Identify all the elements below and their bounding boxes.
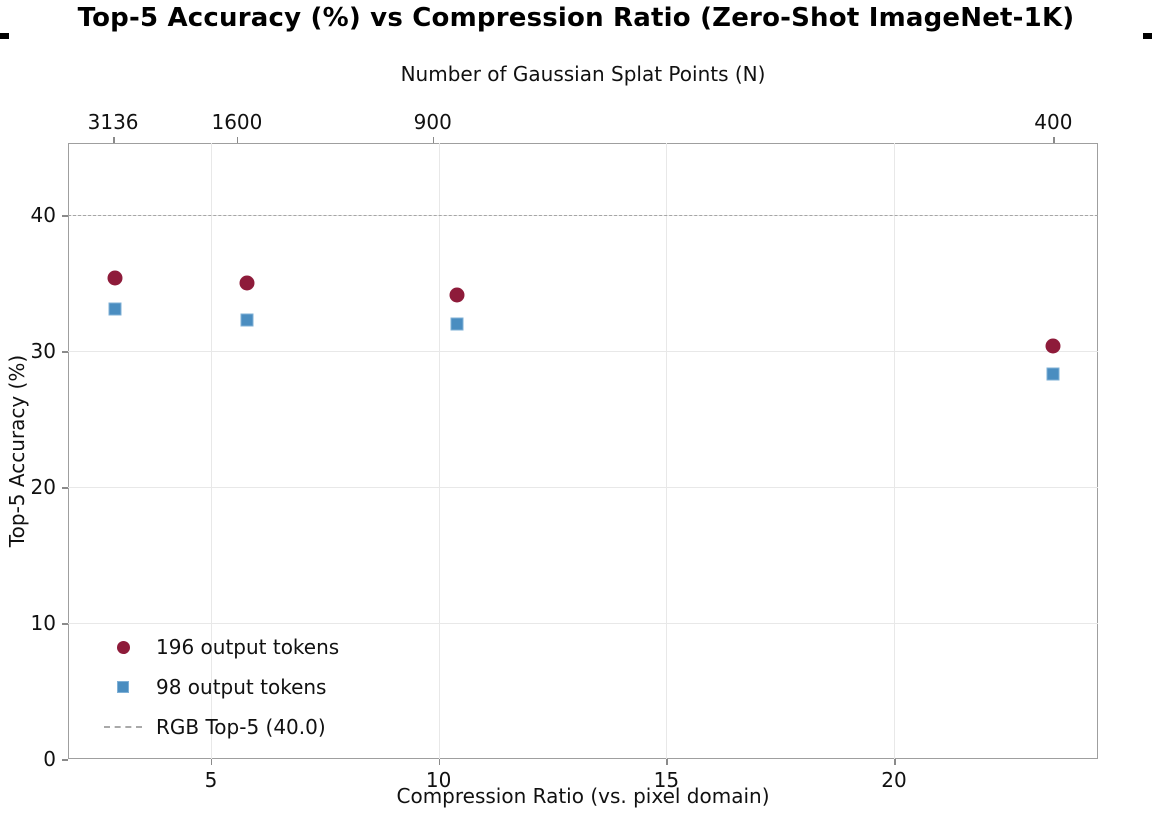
y-axis-label: Top-5 Accuracy (%)	[5, 354, 29, 548]
x-tick-mark	[210, 759, 213, 765]
y-tick-mark	[62, 487, 68, 489]
x-tick-mark	[894, 759, 896, 765]
legend-marker-box	[100, 640, 146, 654]
y-gridline	[68, 487, 1098, 489]
circle-marker-icon	[116, 640, 130, 654]
data-point-circle	[239, 275, 255, 291]
x-gridline	[210, 143, 212, 759]
x-tick-label: 10	[425, 768, 452, 792]
y-tick-label: 10	[30, 611, 56, 636]
legend-label: RGB Top-5 (40.0)	[156, 715, 326, 739]
top-tick-label: 1600	[211, 110, 263, 134]
top-tick-label: 3136	[87, 110, 139, 134]
data-point-square	[108, 302, 122, 316]
x-gridline	[438, 143, 440, 759]
y-tick-mark	[62, 215, 68, 217]
x-tick-mark	[666, 759, 668, 765]
legend-entry-196-tokens: 196 output tokens	[100, 627, 339, 667]
y-tick-mark	[62, 351, 68, 353]
x-tick-label: 15	[653, 768, 680, 792]
rgb-baseline-line	[68, 215, 1098, 217]
x-tick-label: 20	[881, 768, 907, 792]
legend-label: 98 output tokens	[156, 675, 327, 699]
legend: 196 output tokens 98 output tokens RGB T…	[100, 627, 339, 747]
y-tick-label: 30	[30, 339, 56, 364]
square-marker-icon	[117, 681, 129, 693]
y-gridline	[68, 623, 1098, 625]
y-tick-label: 40	[30, 203, 56, 228]
y-tick-label: 0	[43, 747, 56, 771]
x-tick-mark	[438, 759, 441, 765]
top-tick-label: 400	[1034, 110, 1073, 134]
data-point-square	[1046, 367, 1060, 381]
title-rule-left	[0, 33, 9, 39]
data-point-circle	[1045, 338, 1061, 354]
y-tick-mark	[62, 623, 68, 625]
top-axis-label: Number of Gaussian Splat Points (N)	[400, 62, 766, 86]
legend-entry-98-tokens: 98 output tokens	[100, 667, 339, 707]
y-gridline	[68, 351, 1098, 353]
x-gridline	[894, 143, 895, 759]
data-point-square	[240, 313, 254, 327]
data-point-circle	[449, 287, 465, 303]
top-tick-label: 900	[413, 110, 452, 134]
plot-area	[68, 143, 1098, 759]
legend-label: 196 output tokens	[156, 635, 340, 659]
chart-title: Top-5 Accuracy (%) vs Compression Ratio …	[77, 3, 1075, 33]
top-tick-mark	[236, 137, 239, 143]
x-gridline	[666, 143, 668, 759]
x-tick-label: 5	[204, 768, 218, 792]
legend-entry-rgb-baseline: RGB Top-5 (40.0)	[100, 707, 339, 747]
top-tick-mark	[432, 137, 435, 143]
top-tick-mark	[113, 137, 115, 143]
title-rule-right	[1143, 33, 1152, 39]
data-point-circle	[107, 270, 123, 286]
legend-marker-box	[100, 681, 146, 693]
data-point-square	[450, 317, 464, 331]
y-tick-label: 20	[30, 475, 56, 500]
legend-marker-box	[100, 726, 146, 728]
dashed-line-icon	[104, 726, 142, 728]
x-axis-label: Compression Ratio (vs. pixel domain)	[396, 784, 770, 808]
y-tick-mark	[62, 759, 68, 761]
top-tick-mark	[1053, 137, 1055, 143]
